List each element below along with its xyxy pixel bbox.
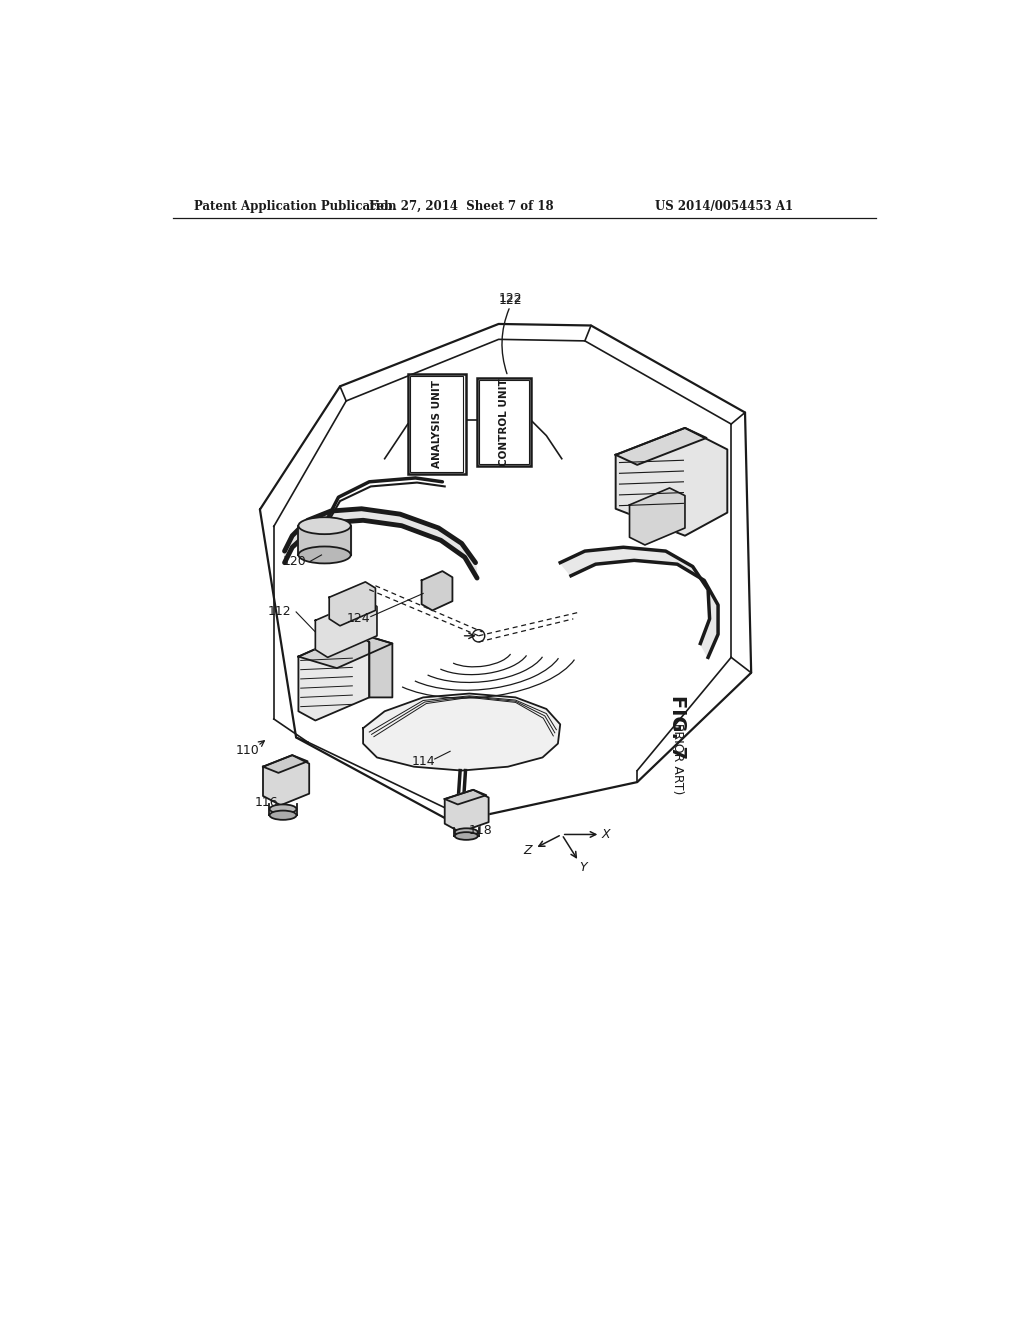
Text: 124: 124 — [347, 611, 371, 624]
Text: 122: 122 — [499, 294, 522, 308]
Polygon shape — [315, 599, 377, 657]
Bar — [477, 378, 531, 466]
Polygon shape — [354, 632, 392, 697]
Polygon shape — [263, 755, 309, 805]
Ellipse shape — [455, 832, 478, 840]
Text: 114: 114 — [412, 755, 436, 768]
Polygon shape — [330, 582, 376, 626]
Polygon shape — [560, 548, 718, 657]
Polygon shape — [298, 525, 351, 554]
Ellipse shape — [269, 810, 297, 820]
Text: X: X — [601, 828, 610, 841]
Polygon shape — [422, 572, 453, 610]
Text: FIG. 7: FIG. 7 — [668, 694, 687, 759]
Text: 110: 110 — [236, 744, 259, 758]
Polygon shape — [298, 632, 370, 721]
Text: 116: 116 — [254, 796, 278, 809]
Text: Patent Application Publication: Patent Application Publication — [195, 199, 397, 213]
Text: Y: Y — [579, 861, 587, 874]
Text: 118: 118 — [469, 824, 493, 837]
Polygon shape — [285, 508, 477, 578]
Polygon shape — [630, 488, 685, 545]
Polygon shape — [364, 693, 560, 771]
Text: Feb. 27, 2014  Sheet 7 of 18: Feb. 27, 2014 Sheet 7 of 18 — [370, 199, 554, 213]
Polygon shape — [444, 789, 486, 804]
Polygon shape — [298, 632, 392, 668]
Text: (PRIOR ART): (PRIOR ART) — [671, 718, 684, 795]
Polygon shape — [615, 428, 727, 536]
Text: 112: 112 — [267, 606, 291, 619]
Text: 122: 122 — [499, 292, 522, 305]
Ellipse shape — [269, 804, 297, 813]
Text: CONTROL UNIT: CONTROL UNIT — [499, 379, 509, 466]
Ellipse shape — [455, 829, 478, 836]
Bar — [479, 380, 528, 465]
Ellipse shape — [298, 546, 351, 564]
Polygon shape — [615, 428, 707, 465]
Bar — [410, 376, 463, 471]
Bar — [408, 374, 466, 474]
Text: US 2014/0054453 A1: US 2014/0054453 A1 — [654, 199, 793, 213]
Text: 120: 120 — [283, 556, 306, 569]
Text: Z: Z — [523, 843, 532, 857]
Text: ANALYSIS UNIT: ANALYSIS UNIT — [432, 380, 441, 469]
Ellipse shape — [298, 517, 351, 535]
Polygon shape — [263, 755, 307, 774]
Polygon shape — [444, 789, 488, 832]
